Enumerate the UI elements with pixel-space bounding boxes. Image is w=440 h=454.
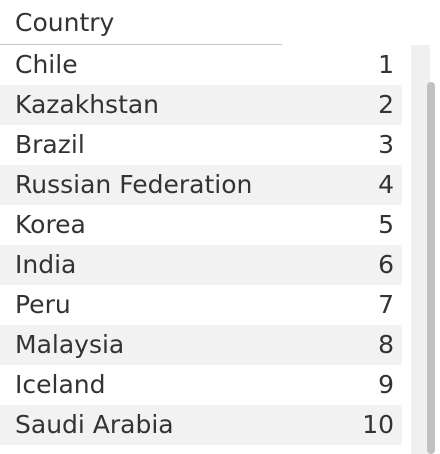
table-row[interactable]: Chile 1 (0, 45, 402, 85)
country-cell: Kazakhstan (15, 90, 160, 119)
country-cell: Chile (15, 50, 78, 79)
country-cell: Peru (15, 290, 71, 319)
rank-cell: 5 (378, 210, 394, 239)
table-row[interactable]: India 6 (0, 245, 402, 285)
scrollbar-thumb[interactable] (427, 82, 435, 454)
rank-cell: 2 (378, 90, 394, 119)
country-cell: India (15, 250, 77, 279)
table-row-partial (0, 445, 402, 454)
rank-cell: 10 (362, 410, 394, 439)
country-cell: Iceland (15, 370, 106, 399)
table-row[interactable]: Malaysia 8 (0, 325, 402, 365)
table-row[interactable]: Korea 5 (0, 205, 402, 245)
rank-cell: 9 (378, 370, 394, 399)
table-row[interactable]: Saudi Arabia 10 (0, 405, 402, 445)
rank-cell: 4 (378, 170, 394, 199)
column-header-country[interactable]: Country (15, 8, 115, 37)
table-body: Chile 1 Kazakhstan 2 Brazil 3 Russian Fe… (0, 45, 402, 454)
country-cell: Saudi Arabia (15, 410, 174, 439)
rank-cell: 3 (378, 130, 394, 159)
country-cell: Brazil (15, 130, 85, 159)
country-cell: Malaysia (15, 330, 125, 359)
table-row[interactable]: Kazakhstan 2 (0, 85, 402, 125)
table-row[interactable]: Brazil 3 (0, 125, 402, 165)
table-row[interactable]: Peru 7 (0, 285, 402, 325)
column-header[interactable]: Country (0, 0, 400, 44)
rank-cell: 1 (378, 50, 394, 79)
rank-cell: 6 (378, 250, 394, 279)
rank-cell: 8 (378, 330, 394, 359)
rank-cell: 7 (378, 290, 394, 319)
country-cell: Russian Federation (15, 170, 253, 199)
vertical-scrollbar[interactable] (411, 45, 435, 454)
header-divider (0, 44, 282, 45)
table-row[interactable]: Russian Federation 4 (0, 165, 402, 205)
country-cell: Korea (15, 210, 86, 239)
table-row[interactable]: Iceland 9 (0, 365, 402, 405)
